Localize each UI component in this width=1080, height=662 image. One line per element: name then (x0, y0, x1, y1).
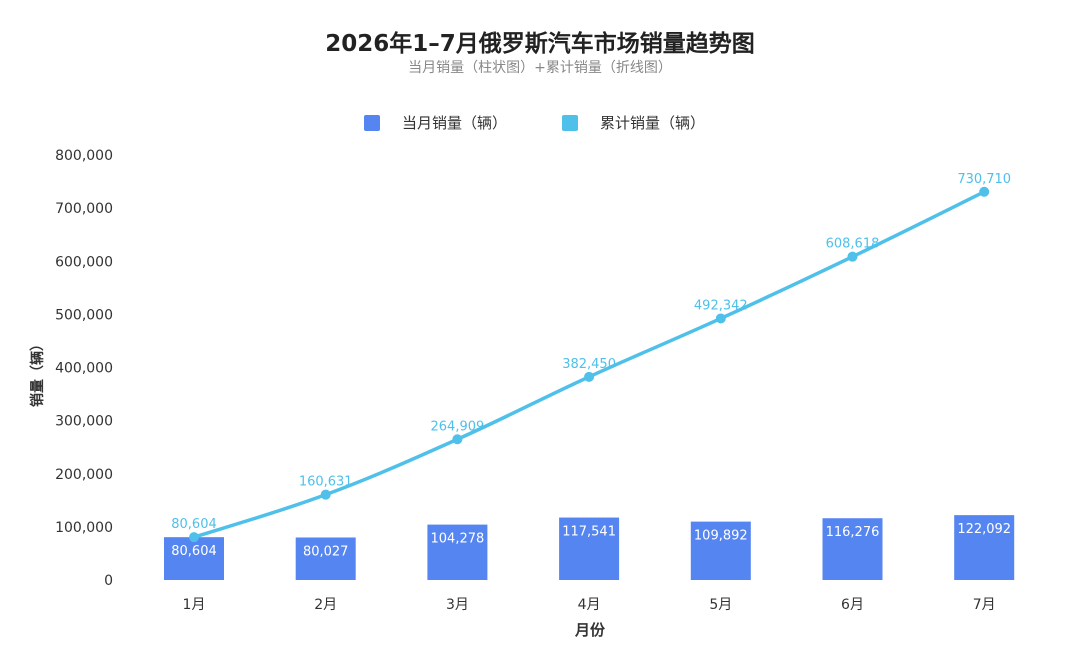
line-data-label: 608,618 (826, 237, 880, 252)
point-cumulative-6 (847, 251, 858, 262)
y-tick-label: 500,000 (55, 307, 113, 323)
bar-monthly-3 (427, 524, 488, 580)
point-cumulative-1 (189, 532, 199, 543)
x-tick-label: 7月 (973, 597, 996, 613)
point-cumulative-5 (715, 313, 726, 324)
bar-monthly-1 (164, 537, 224, 580)
point-cumulative-7 (979, 186, 990, 197)
line-data-label: 264,909 (431, 419, 485, 434)
x-tick-label: 2月 (314, 597, 337, 613)
bar-data-label: 109,892 (694, 529, 748, 544)
point-cumulative-2 (320, 489, 331, 500)
bar-data-label: 80,027 (303, 544, 349, 559)
y-tick-label: 0 (104, 573, 113, 589)
y-tick-label: 600,000 (55, 254, 113, 270)
x-tick-label: 1月 (183, 597, 206, 613)
line-data-label: 730,710 (957, 172, 1011, 187)
x-axis-title: 月份 (574, 621, 606, 639)
y-tick-label: 700,000 (55, 201, 113, 217)
bar-data-label: 104,278 (431, 532, 485, 547)
legend-swatch-cumulative (562, 114, 578, 131)
bar-data-label: 122,092 (957, 522, 1011, 537)
legend-swatch-monthly (364, 114, 380, 131)
bar-data-label: 117,541 (562, 525, 616, 540)
legend-item-monthly[interactable]: 当月销量（辆） (364, 112, 507, 133)
y-tick-label: 400,000 (55, 361, 113, 377)
line-data-label: 160,631 (299, 475, 353, 490)
line-data-label: 492,342 (694, 298, 748, 313)
x-tick-label: 5月 (709, 597, 732, 613)
bar-monthly-7 (954, 515, 1015, 580)
bar-data-label: 116,276 (826, 525, 880, 540)
y-axis-title: 销量（辆） (29, 337, 46, 407)
bar-data-label: 80,604 (171, 544, 217, 559)
y-tick-label: 300,000 (55, 414, 113, 430)
y-tick-label: 200,000 (55, 467, 113, 483)
chart-legend: 当月销量（辆） 累计销量（辆） (0, 112, 1080, 134)
legend-item-cumulative[interactable]: 累计销量（辆） (562, 112, 705, 133)
y-tick-label: 100,000 (55, 520, 113, 536)
x-tick-label: 4月 (578, 597, 601, 613)
line-data-label: 80,604 (171, 517, 217, 532)
x-tick-label: 3月 (446, 597, 469, 613)
point-cumulative-3 (452, 434, 463, 445)
y-tick-label: 800,000 (55, 148, 113, 164)
bar-monthly-4 (559, 517, 620, 580)
point-cumulative-4 (584, 371, 595, 382)
x-tick-label: 6月 (841, 597, 864, 613)
line-data-label: 382,450 (562, 357, 616, 372)
legend-label-cumulative: 累计销量（辆） (600, 114, 706, 132)
chart-subtitle: 当月销量（柱状图）+累计销量（折线图） (408, 60, 672, 76)
bar-monthly-2 (295, 537, 356, 580)
bar-monthly-5 (690, 521, 751, 580)
bar-monthly-6 (822, 518, 883, 580)
legend-label-monthly: 当月销量（辆） (402, 114, 508, 132)
chart-title: 2026年1–7月俄罗斯汽车市场销量趋势图 (325, 31, 755, 57)
